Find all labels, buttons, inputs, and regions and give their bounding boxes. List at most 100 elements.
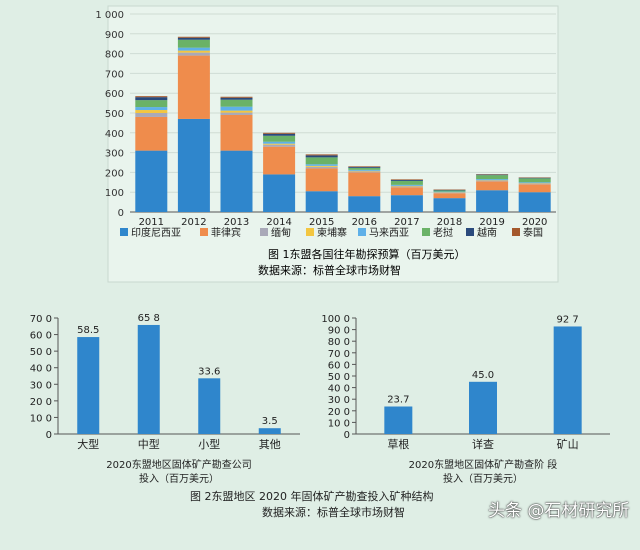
chart1-bar-segment [263,136,295,142]
chart1-bar-segment [135,107,167,110]
chart1-bar-segment [519,183,551,184]
chart1-bar-segment [306,191,338,212]
chart2-x-tick-label: 小型 [198,437,220,451]
chart1-bar-segment [178,37,210,38]
chart3-x-tick-label: 详查 [472,437,494,451]
chart1-bar-segment [178,40,210,48]
chart1-bar-segment [221,107,253,111]
chart1-bar-segment [476,175,508,179]
chart1-legend-label: 缅甸 [271,226,291,239]
chart1-bar-segment [221,115,253,151]
chart1-bar-segment [348,171,380,172]
chart1-bar-segment [178,56,210,119]
chart1-bar-segment [348,167,380,168]
chart1-legend-swatch [358,228,366,236]
chart1-legend-swatch [466,228,474,236]
chart1-bar-segment [306,168,338,191]
chart1-bar-segment [348,168,380,170]
chart1-bar-segment [135,110,167,113]
chart1-bar-segment [135,96,167,97]
chart1-bar-segment [263,147,295,175]
figure2-caption: 图 2东盟地区 2020 年固体矿产勘查投入矿种结构 [190,488,433,504]
chart3-y-tick-label: 100 0 [321,314,350,325]
chart1-bar-segment [434,193,466,198]
chart1-bar-segment [476,190,508,212]
chart1-bar-segment [434,193,466,194]
chart1-bar-segment [434,190,466,191]
chart1-y-tick-label: 300 [105,149,124,160]
chart3-y-tick-label: 50 0 [328,372,350,383]
chart1-legend-swatch [512,228,520,236]
chart1-legend-swatch [200,228,208,236]
chart1-bar-segment [306,167,338,169]
chart1-y-tick-label: 600 [105,89,124,100]
figure2-source: 数据来源：标普全球市场财智 [262,504,405,520]
chart2-y-tick-label: 30 0 [30,380,52,391]
chart1-bar-segment [178,38,210,40]
chart1-bar-segment [221,97,253,98]
chart1-legend-label: 越南 [477,226,497,239]
chart1-y-tick-label: 500 [105,109,124,120]
chart3-value-label: 23.7 [387,395,409,406]
chart3-x-tick-label: 草根 [387,437,409,451]
chart1-bar-segment [263,133,295,134]
asean-exploration-budget-chart: 图 1东盟各国往年勘探预算（百万美元） 数据来源：标普全球市场财智 010020… [0,0,640,290]
chart1-bar-segment [391,187,423,195]
chart1-y-tick-label: 200 [105,168,124,179]
chart2-x-tick-label: 中型 [138,437,160,451]
chart1-y-tick-label: 100 [105,188,124,199]
chart1-bar-segment [476,175,508,176]
chart1-bar-segment [519,178,551,179]
chart1-y-tick-label: 400 [105,129,124,140]
chart3-value-label: 45.0 [472,370,494,381]
chart1-legend-label: 老挝 [433,226,453,239]
chart1-bar-segment [348,196,380,212]
chart3-bar [554,326,582,434]
chart1-x-tick-label: 2013 [224,217,249,228]
chart1-bar-segment [391,186,423,187]
chart1-y-tick-label: 800 [105,50,124,61]
chart1-legend-label: 柬埔寨 [317,226,347,239]
chart2-value-label: 33.6 [198,366,220,377]
chart1-legend-swatch [120,228,128,236]
chart1-legend-swatch [422,228,430,236]
chart1-bar-segment [348,166,380,167]
chart1-y-tick-label: 700 [105,69,124,80]
chart1-bar-segment [263,142,295,144]
chart2-bar [259,428,281,434]
chart3-y-tick-label: 40 0 [328,384,350,395]
chart1-x-tick-label: 2016 [352,217,377,228]
chart1-bar-segment [221,111,253,113]
chart2-bar [198,378,220,434]
chart3-y-tick-label: 70 0 [328,349,350,360]
chart1-bar-segment [221,151,253,212]
chart3-title-line1: 2020东盟地区固体矿产勘查阶 段 [409,458,558,471]
chart3-y-tick-label: 20 0 [328,407,350,418]
chart1-bar-segment [348,172,380,196]
chart1-source: 数据来源：标普全球市场财智 [258,263,401,277]
chart1-bar-segment [476,181,508,182]
chart1-y-tick-label: 900 [105,30,124,41]
chart1-title: 图 1东盟各国往年勘探预算（百万美元） [268,247,466,261]
chart1-x-tick-label: 2019 [479,217,504,228]
chart1-bar-segment [135,117,167,151]
chart3-y-tick-label: 0 [344,430,350,441]
chart1-bar-segment [178,51,210,53]
chart1-bar-segment [391,185,423,186]
chart3-y-tick-label: 60 0 [328,360,350,371]
chart1-bar-segment [135,113,167,117]
chart3-y-tick-label: 30 0 [328,395,350,406]
chart1-bar-segment [263,145,295,147]
chart1-bar-segment [263,144,295,145]
chart1-bar-segment [263,174,295,212]
chart1-bar-segment [263,134,295,136]
chart1-bar-segment [519,192,551,212]
chart2-y-tick-label: 0 [46,430,52,441]
chart1-legend-label: 马来西亚 [369,227,409,239]
chart1-bar-segment [135,97,167,100]
chart1-x-tick-label: 2018 [437,217,462,228]
chart1-bar-segment [306,155,338,157]
chart1-bar-segment [391,180,423,181]
chart2-y-tick-label: 50 0 [30,347,52,358]
chart3-y-tick-label: 80 0 [328,337,350,348]
